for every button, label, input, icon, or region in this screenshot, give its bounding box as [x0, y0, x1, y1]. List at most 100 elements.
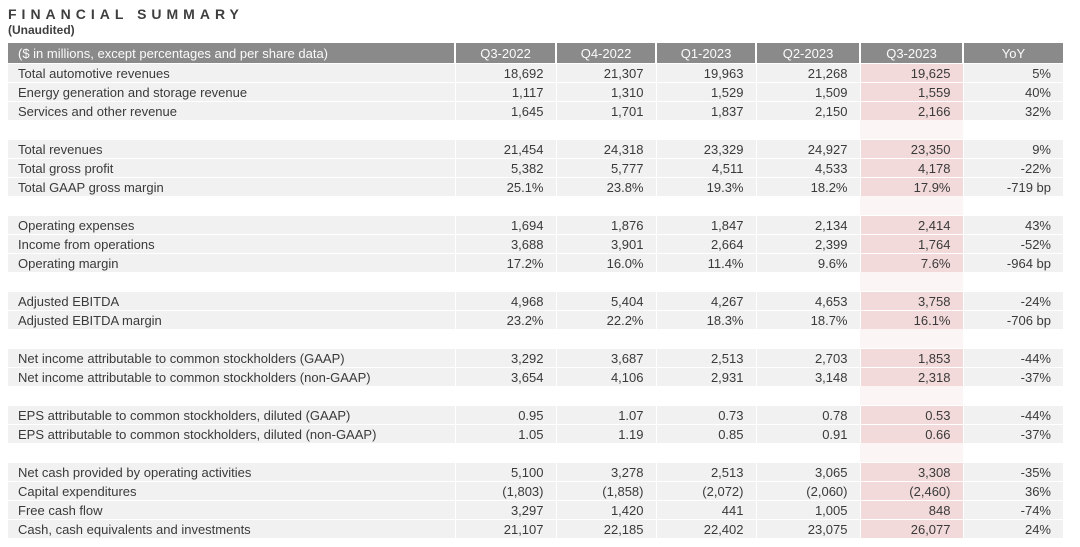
cell-q3-2022: 18,692 [454, 63, 556, 83]
row-label: Adjusted EBITDA margin [8, 310, 455, 329]
table-row: Operating margin 17.2% 16.0% 11.4% 9.6% 7.6% -… [8, 253, 1063, 272]
cell-q3-2023: 848 [859, 500, 963, 520]
spacer-cell [8, 443, 455, 463]
spacer-cell [756, 272, 860, 292]
row-label: EPS attributable to common stockholders,… [8, 424, 455, 443]
cell-q4-2022: 3,687 [555, 348, 656, 368]
spacer-cell-highlighted [860, 443, 963, 463]
cell-q2-2023: 18.2% [755, 177, 860, 196]
table-row: Capital expenditures (1,803) (1,858) (2,072… [8, 481, 1063, 501]
cell-q3-2023: 23,350 [859, 139, 963, 159]
spacer-cell-highlighted [860, 272, 963, 292]
table-row: Net income attributable to common stockh… [8, 348, 1063, 368]
cell-q1-2023: 0.85 [655, 424, 756, 443]
cell-yoy: -52% [962, 234, 1063, 254]
cell-q3-2023: 16.1% [859, 310, 963, 329]
spacer-cell-highlighted [860, 329, 963, 349]
spacer-cell [8, 120, 455, 140]
table-row: EPS attributable to common stockholders,… [8, 424, 1063, 443]
header-q2-2023: Q2-2023 [755, 43, 860, 64]
cell-q1-2023: 2,664 [655, 234, 756, 254]
cell-q4-2022: 1.07 [555, 405, 656, 425]
cell-q4-2022: 4,106 [555, 367, 656, 386]
cell-q1-2023: 0.73 [655, 405, 756, 425]
cell-q3-2023: 3,308 [859, 462, 963, 482]
cell-q2-2023: 4,533 [755, 158, 860, 178]
table-header-row: ($ in millions, except percentages and p… [8, 43, 1063, 64]
spacer-cell [455, 196, 556, 216]
group-spacer-row [8, 196, 1063, 216]
cell-q3-2022: 3,654 [454, 367, 556, 386]
spacer-cell [756, 386, 860, 406]
cell-q2-2023: 1,005 [755, 500, 860, 520]
cell-q3-2023: 4,178 [859, 158, 963, 178]
spacer-cell [963, 329, 1063, 349]
cell-q3-2022: 5,382 [454, 158, 556, 178]
row-label: Income from operations [8, 234, 455, 254]
spacer-cell [455, 329, 556, 349]
spacer-cell [963, 196, 1063, 216]
table-body: Total automotive revenues 18,692 21,307 19,… [8, 63, 1063, 538]
spacer-cell-highlighted [860, 196, 963, 216]
row-label: Total gross profit [8, 158, 455, 178]
cell-q2-2023: 0.91 [755, 424, 860, 443]
spacer-cell [963, 386, 1063, 406]
spacer-cell [556, 443, 656, 463]
cell-q2-2023: 3,065 [755, 462, 860, 482]
spacer-cell [963, 272, 1063, 292]
cell-yoy: 40% [962, 82, 1063, 102]
header-q3-2023-highlighted: Q3-2023 [859, 43, 963, 64]
cell-q4-2022: 5,777 [555, 158, 656, 178]
cell-q3-2023: 3,758 [859, 291, 963, 311]
cell-q1-2023: 22,402 [655, 519, 756, 538]
spacer-cell-highlighted [860, 120, 963, 140]
spacer-cell [656, 443, 756, 463]
cell-q3-2023: 0.66 [859, 424, 963, 443]
cell-q2-2023: 18.7% [755, 310, 860, 329]
spacer-cell [756, 120, 860, 140]
cell-q4-2022: 3,901 [555, 234, 656, 254]
cell-q4-2022: 22.2% [555, 310, 656, 329]
cell-q3-2022: 1,645 [454, 101, 556, 120]
spacer-cell [963, 443, 1063, 463]
cell-yoy: 9% [962, 139, 1063, 159]
spacer-cell [556, 120, 656, 140]
row-label: Operating margin [8, 253, 455, 272]
spacer-cell [656, 272, 756, 292]
cell-q3-2022: 1,117 [454, 82, 556, 102]
cell-q4-2022: 1,310 [555, 82, 656, 102]
row-label: Total revenues [8, 139, 455, 159]
spacer-cell [963, 120, 1063, 140]
cell-q4-2022: 24,318 [555, 139, 656, 159]
table-row: Total automotive revenues 18,692 21,307 19,… [8, 63, 1063, 83]
spacer-cell [455, 443, 556, 463]
cell-q4-2022: 16.0% [555, 253, 656, 272]
spacer-cell [556, 272, 656, 292]
cell-yoy: 32% [962, 101, 1063, 120]
page-title: FINANCIAL SUMMARY [8, 6, 244, 22]
row-label: Free cash flow [8, 500, 455, 520]
cell-q2-2023: 9.6% [755, 253, 860, 272]
cell-q2-2023: 2,703 [755, 348, 860, 368]
row-label: Net income attributable to common stockh… [8, 367, 455, 386]
cell-q1-2023: 1,847 [655, 215, 756, 235]
spacer-cell [8, 196, 455, 216]
cell-q4-2022: 1,701 [555, 101, 656, 120]
row-label: Total automotive revenues [8, 63, 455, 83]
row-label: Energy generation and storage revenue [8, 82, 455, 102]
cell-q3-2022: 17.2% [454, 253, 556, 272]
row-label: Services and other revenue [8, 101, 455, 120]
cell-yoy: -706 bp [962, 310, 1063, 329]
spacer-cell [8, 386, 455, 406]
cell-q3-2022: 3,297 [454, 500, 556, 520]
cell-q1-2023: 2,513 [655, 348, 756, 368]
cell-q1-2023: 19,963 [655, 63, 756, 83]
cell-q4-2022: (1,858) [555, 481, 656, 501]
cell-q4-2022: 5,404 [555, 291, 656, 311]
cell-yoy: -44% [962, 348, 1063, 368]
cell-q1-2023: 2,931 [655, 367, 756, 386]
financial-summary-table: ($ in millions, except percentages and p… [8, 43, 1063, 538]
cell-q2-2023: 21,268 [755, 63, 860, 83]
table-row: Total revenues 21,454 24,318 23,329 24,927 23… [8, 139, 1063, 159]
cell-q4-2022: 1.19 [555, 424, 656, 443]
